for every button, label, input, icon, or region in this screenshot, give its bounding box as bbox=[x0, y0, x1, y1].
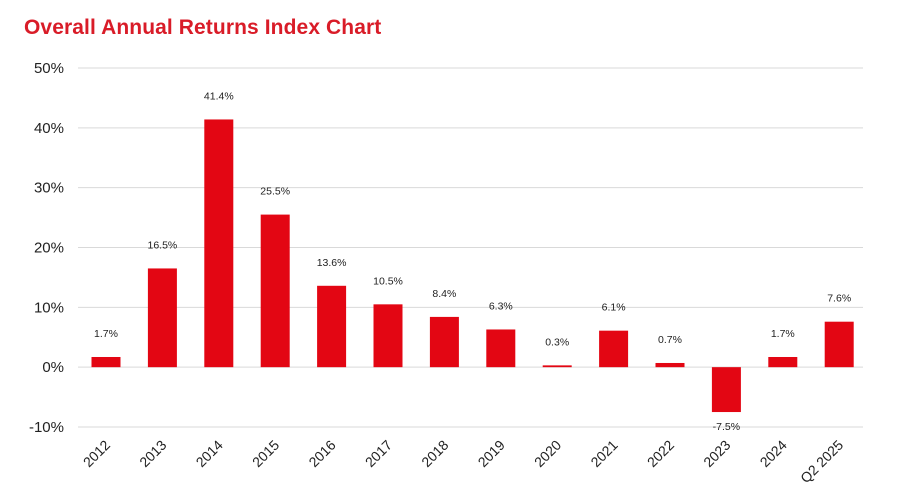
data-label: -7.5% bbox=[713, 421, 740, 433]
x-tick-label: 2022 bbox=[644, 437, 677, 470]
bar bbox=[147, 268, 177, 368]
x-tick-label: 2020 bbox=[531, 437, 564, 470]
data-label: 8.4% bbox=[432, 288, 456, 300]
bar bbox=[824, 321, 854, 368]
data-label: 25.5% bbox=[260, 186, 290, 198]
bar bbox=[260, 214, 290, 368]
bar bbox=[486, 329, 516, 368]
x-tick-label: 2021 bbox=[587, 437, 620, 470]
data-label: 0.7% bbox=[658, 334, 682, 346]
data-label: 16.5% bbox=[148, 239, 178, 251]
y-tick-label: 30% bbox=[34, 180, 64, 197]
y-tick-label: 0% bbox=[42, 359, 64, 376]
x-tick-label: 2013 bbox=[136, 437, 169, 470]
bar bbox=[655, 362, 685, 368]
bar bbox=[599, 330, 629, 368]
x-axis-tick-labels: 2012 2013 2014 2015 2016 2017 2018 2019 2020 2021… bbox=[80, 437, 847, 486]
x-tick-label: 2014 bbox=[193, 437, 226, 470]
bar bbox=[542, 365, 572, 368]
x-tick-label: 2012 bbox=[80, 437, 113, 470]
data-label: 1.7% bbox=[771, 328, 795, 340]
bar bbox=[373, 304, 403, 368]
bar bbox=[91, 356, 121, 368]
y-tick-label: 20% bbox=[34, 240, 64, 257]
x-tick-label: 2015 bbox=[249, 437, 282, 470]
data-label: 1.7% bbox=[94, 328, 118, 340]
data-label: 0.3% bbox=[545, 336, 569, 348]
bar bbox=[711, 367, 741, 413]
bar bbox=[429, 316, 459, 368]
data-label: 7.6% bbox=[827, 293, 851, 305]
data-labels: 1.7% 16.5% 41.4% 25.5% 13.6% 10.5% 8.4% 6.3% 0.3… bbox=[94, 90, 851, 433]
gridlines bbox=[78, 67, 863, 428]
x-tick-label: 2016 bbox=[305, 437, 338, 470]
x-tick-label: 2017 bbox=[362, 437, 395, 470]
bar bbox=[317, 285, 347, 368]
bar bbox=[768, 356, 798, 368]
y-tick-label: -10% bbox=[29, 419, 64, 436]
bar bbox=[204, 119, 234, 368]
y-tick-label: 10% bbox=[34, 299, 64, 316]
data-label: 13.6% bbox=[317, 257, 347, 269]
x-tick-label: 2019 bbox=[475, 437, 508, 470]
x-tick-label: 2024 bbox=[757, 437, 790, 470]
bars bbox=[91, 119, 854, 413]
y-tick-label: 50% bbox=[34, 60, 64, 77]
y-tick-label: 40% bbox=[34, 120, 64, 137]
data-label: 10.5% bbox=[373, 275, 403, 287]
data-label: 41.4% bbox=[204, 90, 234, 102]
y-axis-tick-labels: -10% 0% 10% 20% 30% 40% 50% bbox=[29, 60, 64, 436]
x-tick-label: 2023 bbox=[700, 437, 733, 470]
data-label: 6.1% bbox=[602, 302, 626, 314]
x-tick-label: 2018 bbox=[418, 437, 451, 470]
x-tick-label: Q2 2025 bbox=[797, 437, 846, 486]
chart-title: Overall Annual Returns Index Chart bbox=[24, 16, 382, 39]
data-label: 6.3% bbox=[489, 300, 513, 312]
